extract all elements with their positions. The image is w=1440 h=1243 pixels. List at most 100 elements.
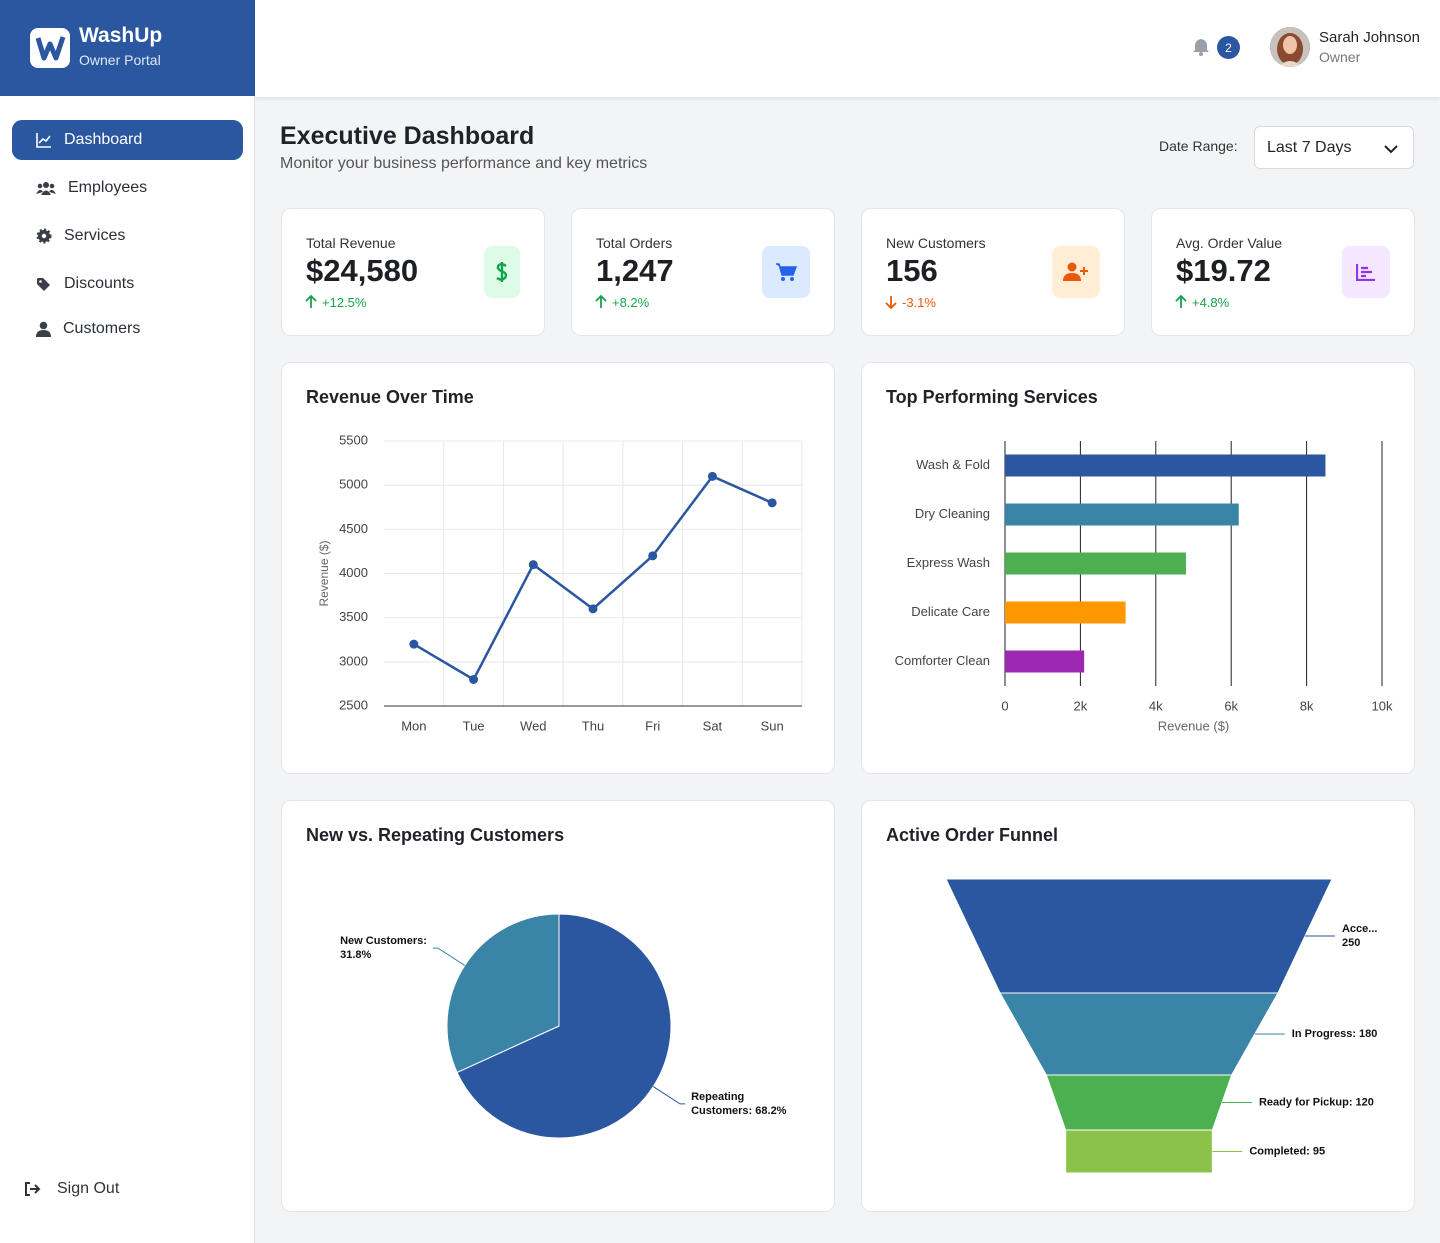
kpi-icon [762,246,810,298]
trend-arrow [595,295,607,308]
x-tick-label: 10k [1372,698,1393,713]
brand: WashUp Owner Portal [0,0,255,96]
logo [30,28,70,68]
nav-icon [36,182,56,195]
x-tick-label: 6k [1224,698,1238,713]
point [648,551,658,561]
nav-item[interactable]: Services [12,216,243,256]
chart-card: Revenue Over Time 2500 3000 3500 4000 4500 500… [281,362,835,774]
y-tick-label: 3000 [339,653,368,668]
point [528,560,538,570]
chart-title: Top Performing Services [886,387,1098,407]
bar [1005,601,1126,624]
kpi-label: Total Orders [596,235,673,251]
kpi-label: New Customers [886,235,986,251]
funnel-stage [945,878,1333,994]
page-subtitle: Monitor your business performance and ke… [280,155,648,172]
date-range-label: Date Range: [1159,138,1238,154]
nav-label: Discounts [64,275,135,292]
kpi-label: Total Revenue [306,235,396,251]
chart-card: New vs. Repeating Customers Repeating Cust… [281,800,835,1212]
x-tick-label: Wed [520,718,547,733]
y-axis-title: Revenue ($) [317,540,331,606]
bar [1005,503,1239,526]
sign-out-icon [25,1182,41,1196]
leader-line [432,947,466,966]
x-tick-label: Sun [761,718,784,733]
nav-item[interactable]: Employees [12,168,243,208]
date-range-select[interactable]: Last 7 Days [1254,126,1414,169]
nav-item[interactable]: Dashboard [12,120,243,160]
logo-mark [35,36,66,61]
cart-icon [776,263,797,281]
x-tick-label: 8k [1300,698,1314,713]
x-tick-label: 4k [1149,698,1163,713]
nav-label: Customers [63,320,141,337]
chart: Active Order Funnel Acce... 250 In Progress… [886,825,1377,1174]
data-label: 250 [1342,937,1360,949]
kpi-value: 156 [886,253,938,288]
leader-line [652,1086,686,1105]
brand-subtitle: Owner Portal [79,52,161,68]
kpi-change: +4.8% [1192,295,1230,310]
nav-item[interactable]: Customers [12,309,243,349]
chart-icon [1356,264,1375,281]
y-tick-label: Express Wash [907,555,990,570]
funnel-stage [1045,1074,1233,1131]
y-tick-label: 4500 [339,521,368,536]
data-label: Acce... [1342,923,1377,935]
sign-out[interactable]: Sign Out [24,1180,119,1198]
chart: Revenue Over Time 2500 3000 3500 4000 4500 500… [306,387,803,733]
chart: New vs. Repeating Customers Repeating Cust… [306,825,787,1139]
avatar-image [1270,27,1310,67]
bar [1005,454,1326,477]
chart-title: New vs. Repeating Customers [306,825,564,845]
data-label: Completed: 95 [1249,1145,1325,1157]
date-range-value: Last 7 Days [1267,138,1352,156]
nav-label: Services [64,227,126,244]
point [588,604,598,614]
kpi-card: New Customers 156 -3.1% [861,208,1125,336]
kpi-card: Total Revenue $24,580 +12.5% [281,208,545,336]
data-label: Repeating [691,1091,744,1103]
kpi-card: Total Orders 1,247 +8.2% [571,208,835,336]
bar [1005,650,1085,673]
kpi-value: $19.72 [1176,253,1271,288]
x-tick-label: Thu [582,718,604,733]
y-tick-label: Dry Cleaning [915,506,990,521]
y-tick-label: 2500 [339,697,368,712]
data-label: 31.8% [340,949,371,961]
point [409,639,419,649]
trend-arrow [305,295,317,308]
bar [1005,552,1186,575]
page-title: Executive Dashboard [280,122,535,150]
nav-item[interactable]: Discounts [12,264,243,304]
kpi-label: Avg. Order Value [1176,235,1283,251]
nav-icon [37,278,50,291]
bell-icon[interactable] [1191,37,1211,57]
chart-title: Active Order Funnel [886,825,1058,845]
sign-out-label: Sign Out [57,1180,120,1197]
kpi-change: +8.2% [612,295,650,310]
user-role: Owner [1319,49,1361,65]
x-tick-label: Fri [645,718,660,733]
data-label: Customers: 68.2% [691,1105,787,1117]
slice [456,913,672,1139]
trend-arrow [885,296,897,309]
notification-badge: 2 [1217,36,1240,59]
chart-title: Revenue Over Time [306,387,474,407]
x-tick-label: Mon [401,718,426,733]
trend-arrow [1175,295,1187,308]
nav-icon [36,321,51,337]
funnel-stage [1065,1129,1213,1174]
avatar[interactable] [1270,27,1310,67]
kpi-icon [1052,246,1100,298]
kpi-value: $24,580 [306,253,419,288]
y-tick-label: 4000 [339,565,368,580]
point [767,498,777,508]
x-tick-label: 0 [1001,698,1008,713]
line [413,474,773,682]
y-tick-label: Delicate Care [911,604,990,619]
funnel-stage [999,992,1279,1076]
